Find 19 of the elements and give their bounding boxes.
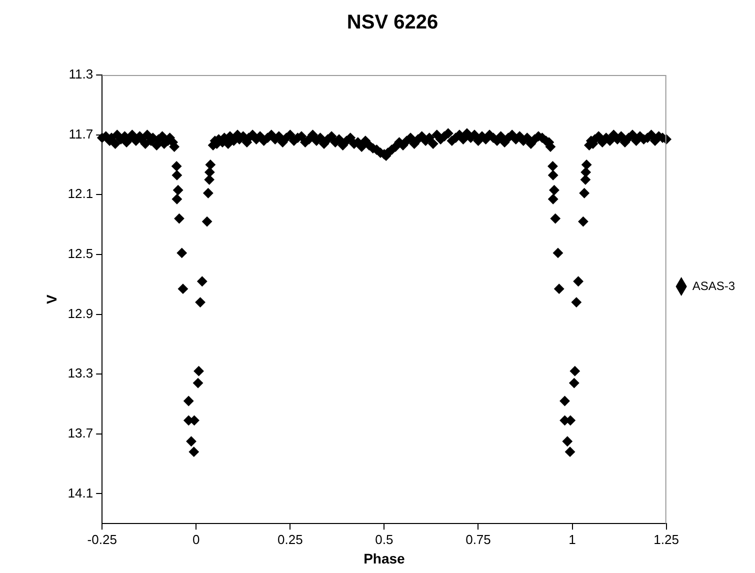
y-tick-label: 12.1: [68, 186, 94, 202]
y-tick-label: 12.9: [68, 306, 94, 321]
y-tick-label: 13.3: [68, 366, 94, 381]
y-tick-label: 12.5: [68, 246, 94, 262]
y-tick-label: 13.7: [68, 425, 94, 440]
y-axis-title: V: [43, 294, 60, 304]
x-tick-label: -0.25: [87, 532, 117, 547]
y-tick-label: 11.3: [68, 66, 94, 82]
x-tick-label: 1: [568, 532, 576, 547]
x-tick-label: 0.25: [278, 532, 303, 547]
x-tick-label: 0: [192, 532, 200, 547]
x-tick-label: 0.75: [466, 532, 491, 547]
y-tick-label: 11.7: [68, 126, 94, 142]
x-axis-title: Phase: [364, 550, 406, 566]
x-tick-label: 0.5: [375, 532, 394, 547]
x-tick-label: 1.25: [654, 532, 679, 547]
chart-title: NSV 6226: [346, 12, 438, 34]
legend-label: ASAS-3: [692, 278, 736, 293]
y-tick-label: 14.1: [68, 485, 94, 500]
